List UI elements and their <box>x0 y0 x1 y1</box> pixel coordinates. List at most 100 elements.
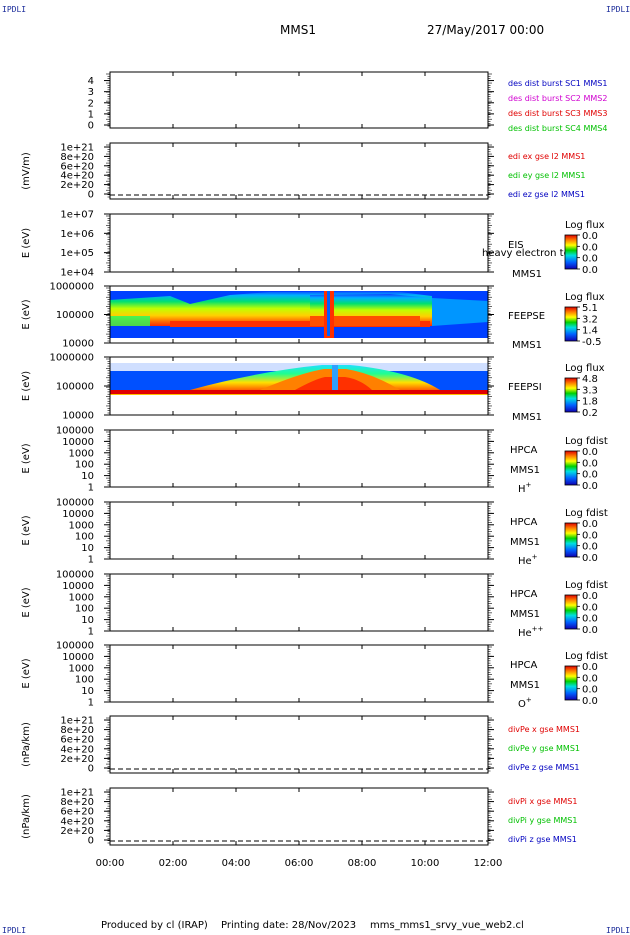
colorbar-title: Log fdist <box>565 651 608 662</box>
instrument-label: HPCA <box>510 445 538 456</box>
y-tick-label: 1000 <box>69 592 94 603</box>
legend-entry: des dist burst SC4 MMS4 <box>508 124 607 133</box>
x-tick-label: 00:00 <box>96 858 125 869</box>
legend-entry: divPe y gse MMS1 <box>508 744 580 753</box>
colorbar-tick-label: 0.0 <box>582 602 598 613</box>
y-axis-label: (mV/m) <box>21 152 32 190</box>
y-tick-label: 100000 <box>56 382 94 393</box>
colorbar-tick-label: 0.0 <box>582 265 598 276</box>
footer-produced-by: Produced by cl (IRAP) <box>101 920 208 931</box>
colorbar <box>564 306 578 342</box>
y-tick-label: 10000 <box>62 411 94 422</box>
panel-frame <box>109 644 489 703</box>
y-tick-label: 4e+20 <box>60 171 94 182</box>
colorbar-tick-label: 0.0 <box>582 470 598 481</box>
y-tick-label: 100000 <box>56 641 94 652</box>
y-tick-label: 4e+20 <box>60 744 94 755</box>
y-axis-label: E (eV) <box>21 443 32 473</box>
y-tick-label: 8e+20 <box>60 797 94 808</box>
y-tick-label: 1e+05 <box>60 248 94 259</box>
heatmap-region <box>110 316 150 326</box>
y-axis-label: E (eV) <box>21 587 32 617</box>
y-tick-label: 1 <box>88 627 94 638</box>
legend-entry: divPi x gse MMS1 <box>508 797 577 806</box>
panel-eis: 1e+07 1e+06 1e+05 1e+04 E (eV) EIS MMS1 heavy e… <box>21 210 605 281</box>
legend-entry: edi ey gse l2 MMS1 <box>508 171 586 180</box>
colorbar-tick-label: 0.0 <box>582 242 598 253</box>
y-tick-label: 8e+20 <box>60 152 94 163</box>
colorbar <box>564 665 578 701</box>
heatmap-region <box>432 298 488 326</box>
y-tick-label: 4e+20 <box>60 816 94 827</box>
y-tick-label: 100000 <box>56 426 94 437</box>
x-tick-label: 08:00 <box>348 858 377 869</box>
colorbar-tick-label: 0.2 <box>582 408 598 419</box>
legend-entry: edi ez gse l2 MMS1 <box>508 190 585 199</box>
panel-frame <box>109 715 489 774</box>
y-tick-label: 1000000 <box>49 282 94 293</box>
y-tick-label: 100 <box>75 532 94 543</box>
colorbar-tick-label: 0.0 <box>582 662 598 673</box>
colorbar-tick-label: 0.0 <box>582 447 598 458</box>
y-tick-label: 2e+20 <box>60 180 94 191</box>
colorbar <box>564 450 578 486</box>
x-tick-label: 10:00 <box>411 858 440 869</box>
colorbar-tick-label: 1.8 <box>582 397 598 408</box>
panel-frame <box>109 71 489 129</box>
heatmap-region <box>332 365 338 391</box>
spacecraft-label: MMS1 <box>510 465 540 476</box>
legend-entry: edi ex gse l2 MMS1 <box>508 152 585 161</box>
corner-label-bottom-right: IPDLI <box>606 926 630 935</box>
y-tick-label: 100 <box>75 675 94 686</box>
colorbar-tick-label: 0.0 <box>582 530 598 541</box>
panel-frame <box>109 142 489 200</box>
colorbar-tick-label: 0.0 <box>582 673 598 684</box>
colorbar-tick-label: 0.0 <box>582 591 598 602</box>
y-tick-label: 100000 <box>56 310 94 321</box>
colorbar-tick-label: 3.2 <box>582 314 598 325</box>
y-tick-label: 10000 <box>62 437 94 448</box>
heatmap-region <box>110 363 488 371</box>
panel-feepse: 1000000 100000 10000 E (eV) FEEPSE MMS1 Log fl… <box>21 282 605 352</box>
colorbar-title: Log flux <box>565 363 605 374</box>
y-axis-label: E (eV) <box>21 658 32 688</box>
colorbar-tick-label: 1.4 <box>582 326 598 337</box>
y-axis-label: (nPa/km) <box>21 794 32 839</box>
heatmap-region <box>110 390 488 394</box>
colorbar-tick-label: 0.0 <box>582 614 598 625</box>
corner-label-top-left: IPDLI <box>2 5 27 14</box>
colorbar-tick-label: 0.0 <box>582 481 598 492</box>
panel-frame <box>109 213 489 273</box>
x-tick-label: 12:00 <box>474 858 503 869</box>
y-tick-label: 10 <box>81 686 94 697</box>
species-label: O+ <box>518 696 532 710</box>
colorbar-title: Log fdist <box>565 580 608 591</box>
y-tick-label: 10 <box>81 543 94 554</box>
footer-script-name: mms_mms1_srvy_vue_web2.cl <box>370 920 524 931</box>
y-tick-label: 10 <box>81 615 94 626</box>
heatmap-region <box>327 291 330 336</box>
y-tick-label: 100 <box>75 460 94 471</box>
colorbar-tick-label: 0.0 <box>582 254 598 265</box>
colorbar-tick-label: 0.0 <box>582 231 598 242</box>
spacecraft-label: MMS1 <box>512 412 542 423</box>
y-tick-label: 10000 <box>62 339 94 350</box>
panel-feepsi: 1000000 100000 10000 E (eV) FEEPSI MMS1 Log fl… <box>21 353 605 424</box>
spacecraft-label: MMS1 <box>512 340 542 351</box>
y-tick-label: 3 <box>88 87 94 98</box>
colorbar-tick-label: -0.5 <box>582 337 602 348</box>
legend-entry: des dist burst SC1 MMS1 <box>508 79 607 88</box>
colorbar <box>564 594 578 630</box>
y-tick-label: 0 <box>88 121 94 132</box>
colorbar-tick-label: 5.1 <box>582 303 598 314</box>
y-axis-label: E (eV) <box>21 228 32 258</box>
y-tick-label: 2 <box>88 98 94 109</box>
y-tick-label: 100000 <box>56 570 94 581</box>
corner-label-bottom-left: IPDLI <box>2 926 27 935</box>
colorbar-title: Log flux <box>565 292 605 303</box>
colorbar-tick-label: 0.0 <box>582 625 598 636</box>
y-tick-label: 1000 <box>69 663 94 674</box>
